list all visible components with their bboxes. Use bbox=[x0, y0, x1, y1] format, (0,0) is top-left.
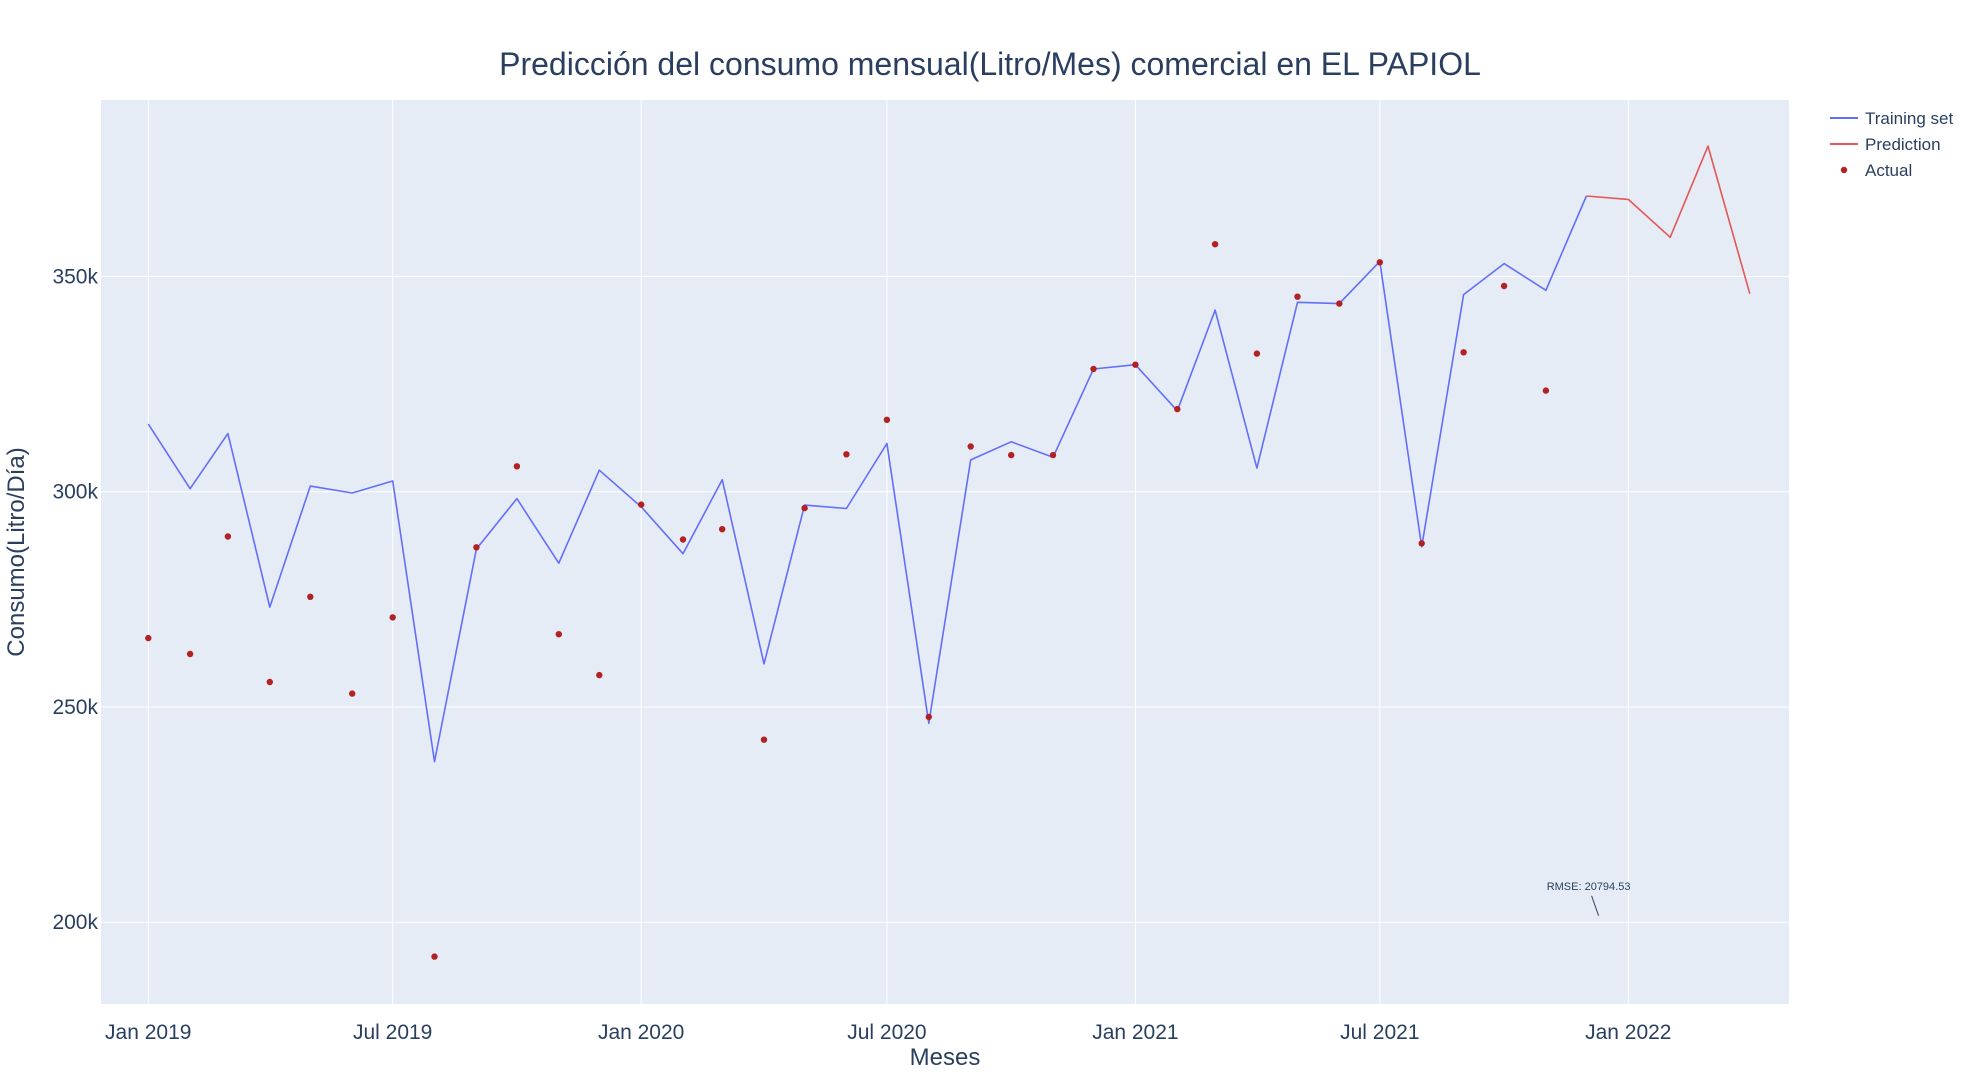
data-point-actual bbox=[1132, 361, 1139, 368]
data-point-actual bbox=[1542, 387, 1550, 394]
legend-item-training-set[interactable]: Training set bbox=[1830, 109, 1953, 128]
x-tick-label: Jul 2021 bbox=[1340, 1021, 1419, 1044]
legend-label-training-set: Training set bbox=[1865, 109, 1953, 128]
data-point-actual bbox=[679, 536, 687, 543]
legend-label-actual: Actual bbox=[1865, 161, 1912, 180]
data-point-actual bbox=[186, 650, 194, 658]
data-point-actual bbox=[760, 736, 768, 743]
data-point-actual bbox=[389, 614, 396, 621]
y-tick-label: 200k bbox=[52, 911, 98, 934]
legend[interactable]: Training set Prediction Actual bbox=[1830, 109, 1953, 180]
data-point-actual bbox=[555, 631, 562, 638]
data-point-actual bbox=[145, 634, 152, 642]
data-point-actual bbox=[1090, 365, 1097, 373]
chart-title: Predicción del consumo mensual(Litro/Mes… bbox=[499, 46, 1481, 82]
data-point-actual bbox=[638, 501, 645, 508]
annotation-arrow bbox=[1591, 895, 1600, 916]
data-point-actual bbox=[473, 544, 480, 551]
data-point-actual bbox=[883, 416, 891, 423]
data-point-actual bbox=[1008, 451, 1015, 459]
data-point-actual bbox=[431, 953, 438, 960]
data-point-actual bbox=[1294, 293, 1301, 300]
x-axis-title: Meses bbox=[910, 1044, 981, 1071]
data-point-actual bbox=[1174, 405, 1181, 413]
data-point-actual bbox=[596, 671, 603, 679]
data-point-actual bbox=[1460, 349, 1467, 356]
plot-traces: RMSE: 20794.53 bbox=[145, 145, 1751, 960]
data-point-actual bbox=[1336, 300, 1343, 307]
legend-item-prediction[interactable]: Prediction bbox=[1830, 135, 1941, 154]
x-tick-label: Jan 2022 bbox=[1585, 1021, 1671, 1044]
data-point-actual bbox=[1500, 282, 1508, 290]
data-point-actual bbox=[1376, 259, 1384, 266]
data-point-actual bbox=[266, 678, 273, 686]
x-axis-ticks: Jan 2019 Jul 2019 Jan 2020 Jul 2020 Jan 2021… bbox=[105, 1021, 1671, 1044]
data-point-actual bbox=[1211, 241, 1219, 248]
annotation-rmse: RMSE: 20794.53 bbox=[1547, 881, 1631, 893]
data-point-actual bbox=[925, 713, 932, 721]
series-line-prediction bbox=[1586, 145, 1751, 294]
legend-swatch-actual bbox=[1840, 166, 1848, 174]
data-point-actual bbox=[967, 443, 974, 450]
data-point-actual bbox=[513, 463, 521, 470]
y-axis-ticks: 200k 250k 300k 350k bbox=[52, 265, 98, 934]
x-gridlines bbox=[147, 100, 1629, 1004]
data-point-actual bbox=[1049, 451, 1057, 459]
data-point-actual bbox=[1418, 540, 1425, 547]
y-gridlines bbox=[101, 275, 1789, 923]
y-tick-label: 300k bbox=[52, 481, 98, 504]
plot-area bbox=[101, 100, 1789, 1004]
x-tick-label: Jan 2020 bbox=[598, 1021, 684, 1044]
data-point-actual bbox=[349, 690, 356, 697]
data-point-actual bbox=[1253, 350, 1261, 357]
legend-label-prediction: Prediction bbox=[1865, 135, 1941, 154]
x-tick-label: Jan 2019 bbox=[105, 1021, 191, 1044]
y-tick-label: 350k bbox=[52, 265, 98, 288]
x-tick-label: Jul 2020 bbox=[847, 1021, 926, 1044]
data-point-actual bbox=[307, 593, 314, 600]
data-point-actual bbox=[719, 526, 726, 533]
y-axis-title: Consumo(Litro/Día) bbox=[3, 447, 30, 656]
y-tick-label: 250k bbox=[52, 696, 98, 719]
legend-item-actual[interactable]: Actual bbox=[1840, 161, 1912, 180]
data-point-actual bbox=[801, 504, 808, 512]
data-point-actual bbox=[224, 533, 232, 540]
data-point-actual bbox=[843, 451, 850, 458]
x-tick-label: Jan 2021 bbox=[1092, 1021, 1178, 1044]
series-line-training-set bbox=[147, 195, 1588, 763]
x-tick-label: Jul 2019 bbox=[353, 1021, 432, 1044]
